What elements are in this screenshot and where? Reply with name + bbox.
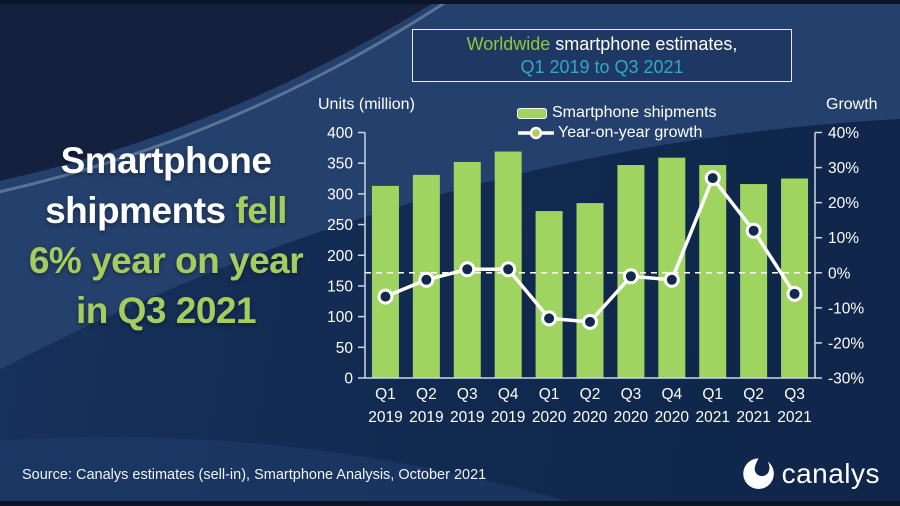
category-label-year: 2019 bbox=[450, 409, 484, 426]
category-label-year: 2020 bbox=[532, 409, 567, 426]
marker-q2-2019 bbox=[418, 271, 435, 288]
bottom-edge-strip bbox=[0, 501, 900, 506]
left-axis-tick-label: 250 bbox=[327, 217, 353, 234]
left-axis-tick-label: 50 bbox=[336, 340, 354, 357]
left-axis-tick-label: 0 bbox=[344, 371, 353, 388]
chart-title-rest: smartphone estimates, bbox=[550, 33, 738, 54]
legend-item-growth: Year-on-year growth bbox=[517, 123, 717, 143]
category-label-year: 2020 bbox=[614, 409, 649, 426]
category-label-year: 2019 bbox=[409, 409, 443, 426]
category-label-quarter: Q3 bbox=[457, 386, 478, 403]
left-axis-tick-label: 400 bbox=[327, 125, 353, 142]
left-axis-tick-label: 150 bbox=[327, 278, 353, 295]
category-label-quarter: Q1 bbox=[702, 386, 723, 403]
marker-q1-2020 bbox=[541, 310, 558, 327]
legend-label-shipments: Smartphone shipments bbox=[552, 104, 717, 121]
top-edge-strip bbox=[0, 0, 900, 4]
line-marker-icon bbox=[518, 126, 554, 140]
marker-q1-2019 bbox=[377, 288, 394, 305]
category-label-quarter: Q1 bbox=[375, 386, 396, 403]
right-axis-tick-label: 10% bbox=[828, 230, 859, 247]
right-axis-tick-label: 0% bbox=[828, 265, 851, 282]
category-label-quarter: Q2 bbox=[416, 386, 437, 403]
category-label-year: 2019 bbox=[491, 409, 525, 426]
marker-q3-2019 bbox=[459, 261, 476, 278]
right-axis-tick-label: -20% bbox=[828, 335, 864, 352]
category-label-year: 2019 bbox=[368, 409, 402, 426]
left-axis-title: Units (million) bbox=[318, 96, 415, 113]
legend-item-shipments: Smartphone shipments bbox=[517, 103, 717, 123]
marker-q3-2020 bbox=[622, 268, 639, 285]
background-pale-arc bbox=[0, 0, 452, 194]
category-label-quarter: Q3 bbox=[621, 386, 642, 403]
canalys-logo: canalys bbox=[742, 458, 880, 490]
background-bottom-band bbox=[0, 436, 584, 506]
headline-line1: Smartphone bbox=[60, 140, 272, 181]
bar-q2-2020 bbox=[576, 203, 604, 378]
category-label-quarter: Q4 bbox=[498, 386, 519, 403]
bar-swatch-icon bbox=[517, 107, 547, 119]
bar-q2-2021 bbox=[740, 184, 768, 378]
right-axis-tick-label: -10% bbox=[828, 300, 864, 317]
marker-q4-2020 bbox=[663, 271, 680, 288]
category-label-quarter: Q2 bbox=[580, 386, 601, 403]
shipments-growth-chart: 0 50 100 150 200 250 300 350 400 40% 30% 20% 10% 0% -1… bbox=[325, 118, 885, 450]
category-label-year: 2020 bbox=[655, 409, 690, 426]
headline-line2-green: fell bbox=[235, 190, 287, 231]
right-axis-tick-label: 20% bbox=[828, 195, 859, 212]
bar-q1-2020 bbox=[535, 211, 563, 378]
right-axis-tick-label: 40% bbox=[828, 125, 859, 142]
marker-q2-2021 bbox=[745, 222, 762, 239]
chart-legend: Smartphone shipments Year-on-year growth bbox=[517, 103, 717, 143]
marker-q1-2021 bbox=[704, 170, 721, 187]
category-label-quarter: Q2 bbox=[743, 386, 764, 403]
canalys-logo-icon bbox=[742, 458, 774, 489]
legend-label-growth: Year-on-year growth bbox=[558, 124, 703, 141]
category-label-year: 2020 bbox=[573, 409, 608, 426]
marker-q3-2021 bbox=[786, 285, 803, 302]
category-label-quarter: Q3 bbox=[784, 386, 805, 403]
headline-line2-white: shipments bbox=[45, 190, 236, 231]
headline: Smartphone shipments fell 6% year on yea… bbox=[8, 136, 324, 336]
left-axis-tick-label: 300 bbox=[327, 186, 353, 203]
left-axis-tick-label: 100 bbox=[327, 309, 353, 326]
bar-q4-2020 bbox=[658, 157, 686, 378]
category-label-year: 2021 bbox=[695, 409, 729, 426]
chart-title-box: Worldwide smartphone estimates, Q1 2019 … bbox=[412, 29, 792, 82]
right-axis-tick-label: 30% bbox=[828, 160, 859, 177]
chart-title-range: Q1 2019 to Q3 2021 bbox=[520, 56, 684, 77]
headline-line3: 6% year on year bbox=[28, 240, 304, 281]
chart-svg: 0 50 100 150 200 250 300 350 400 40% 30% 20% 10% 0% -1… bbox=[327, 125, 864, 426]
left-axis-tick-label: 350 bbox=[327, 156, 353, 173]
chart-title-worldwide: Worldwide bbox=[466, 33, 551, 54]
bar-q1-2019 bbox=[371, 185, 399, 378]
category-label-quarter: Q4 bbox=[661, 386, 682, 403]
canalys-logo-text: canalys bbox=[781, 458, 880, 489]
category-label-year: 2021 bbox=[777, 409, 811, 426]
category-label-year: 2021 bbox=[736, 409, 770, 426]
source-note: Source: Canalys estimates (sell-in), Sma… bbox=[22, 467, 487, 483]
right-axis-tick-label: -30% bbox=[828, 371, 864, 388]
category-label-quarter: Q1 bbox=[539, 386, 560, 403]
marker-q2-2020 bbox=[582, 313, 598, 330]
left-axis-tick-label: 200 bbox=[327, 248, 353, 265]
right-axis-title: Growth bbox=[826, 96, 878, 113]
marker-q4-2019 bbox=[500, 261, 517, 278]
background-dark-corner bbox=[0, 0, 439, 181]
headline-line4: in Q3 2021 bbox=[75, 290, 257, 331]
